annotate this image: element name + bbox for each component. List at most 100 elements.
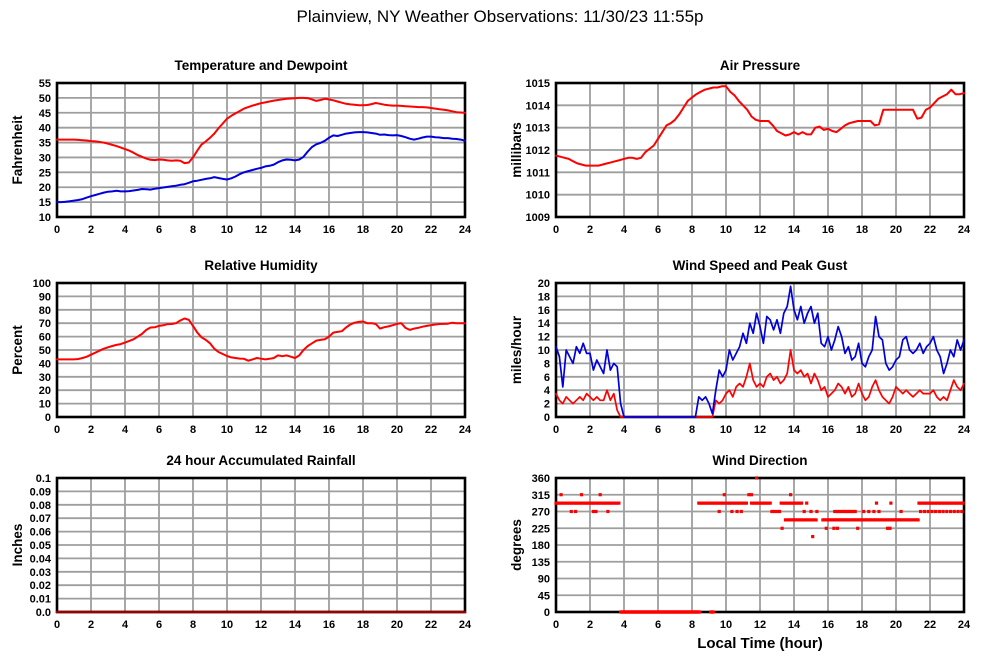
x-tick-label: 22: [924, 224, 936, 236]
x-tick-label: 10: [221, 224, 233, 236]
grid-lines: [56, 477, 466, 613]
chart-wind-speed-gust: Wind Speed and Peak Gust miles/hour 0 2 4 6 8 1…: [507, 252, 997, 452]
y-tick-label: 0.04: [30, 553, 52, 565]
series-temperature: [56, 96, 466, 165]
chart-title: Air Pressure: [720, 58, 801, 73]
chart-title: Wind Speed and Peak Gust: [673, 258, 848, 273]
y-tick-label: 40: [39, 123, 51, 135]
x-tick-label: 8: [689, 619, 695, 631]
x-tick-label: 14: [289, 424, 302, 436]
x-tick-label: 20: [391, 619, 403, 631]
y-tick-label: 90: [538, 574, 550, 586]
y-tick-label: 0.06: [30, 527, 51, 539]
x-tick-label: 22: [924, 424, 936, 436]
y-tick-label: 4: [544, 385, 551, 397]
x-tick-label: 24: [958, 424, 971, 436]
y-tick-label: 1013: [526, 123, 550, 135]
x-tick-label: 2: [88, 224, 94, 236]
y-tick-label: 18: [538, 291, 550, 303]
y-tick-label: 1015: [526, 78, 550, 90]
y-tick-label: 0.01: [30, 594, 51, 606]
x-tick-label: 0: [54, 619, 60, 631]
x-tick-label: 12: [754, 619, 766, 631]
x-tick-label: 12: [754, 224, 766, 236]
x-tick-label: 4: [122, 424, 129, 436]
x-tick-label: 18: [357, 224, 369, 236]
x-tick-label: 24: [459, 619, 472, 631]
x-tick-label: 10: [720, 424, 732, 436]
plot-border: [554, 281, 966, 419]
x-tick-label: 0: [54, 224, 60, 236]
x-tick-label: 18: [856, 224, 868, 236]
x-tick-label: 10: [221, 424, 233, 436]
y-axis-label: degrees: [509, 519, 524, 571]
x-axis-label: Local Time (hour): [697, 635, 823, 652]
y-tick-label: 40: [39, 358, 51, 370]
y-tick-label: 15: [39, 197, 51, 209]
y-tick-label: 0.02: [30, 580, 51, 592]
plot-border: [55, 281, 467, 419]
y-tick-label: 100: [33, 278, 51, 290]
x-tick-label: 0: [553, 619, 559, 631]
y-tick-label: 2: [544, 399, 550, 411]
x-tick-label: 12: [255, 224, 267, 236]
y-tick-label: 180: [532, 540, 550, 552]
y-tick-label: 20: [39, 182, 51, 194]
y-tick-label: 135: [532, 557, 550, 569]
x-tick-label: 24: [958, 224, 971, 236]
y-tick-label: 80: [39, 305, 51, 317]
x-tick-label: 14: [788, 424, 801, 436]
x-tick-label: 24: [958, 619, 971, 631]
x-tick-label: 18: [856, 619, 868, 631]
grid-lines: [56, 282, 466, 418]
chart-temperature-dewpoint-svg: Temperature and DewpointFahrenheit101520…: [10, 58, 472, 236]
x-tick-label: 6: [655, 224, 661, 236]
y-tick-label: 225: [532, 523, 550, 535]
x-tick-label: 8: [689, 424, 695, 436]
chart-title: Temperature and Dewpoint: [174, 58, 348, 73]
y-axis-label: Fahrenheit: [10, 115, 25, 185]
chart-title: 24 hour Accumulated Rainfall: [166, 453, 355, 468]
x-tick-label: 8: [190, 224, 196, 236]
x-tick-label: 10: [221, 619, 233, 631]
x-tick-label: 4: [122, 619, 129, 631]
x-tick-label: 24: [459, 424, 472, 436]
y-tick-label: 30: [39, 372, 51, 384]
chart-relative-humidity-svg: Relative HumidityPercent0102030405060708…: [10, 258, 472, 436]
x-tick-label: 16: [822, 424, 834, 436]
x-tick-label: 2: [88, 424, 94, 436]
x-tick-label: 8: [190, 424, 196, 436]
x-tick-label: 18: [856, 424, 868, 436]
x-tick-label: 16: [323, 619, 335, 631]
x-tick-label: 10: [720, 619, 732, 631]
x-tick-label: 18: [357, 619, 369, 631]
chart-wind-direction-svg: Wind Directiondegrees0459013518022527031…: [509, 453, 971, 652]
chart-wind-direction: Wind Direction degrees 0 45 90 135 180 225 270 31…: [507, 447, 997, 665]
y-tick-label: 0.05: [30, 540, 51, 552]
x-tick-label: 6: [156, 619, 162, 631]
x-tick-label: 16: [822, 224, 834, 236]
y-tick-label: 0.0: [36, 607, 51, 619]
plot-border: [55, 81, 467, 219]
y-tick-label: 50: [39, 93, 51, 105]
x-tick-label: 8: [689, 224, 695, 236]
x-tick-label: 4: [621, 224, 628, 236]
x-tick-label: 20: [391, 224, 403, 236]
x-tick-label: 2: [587, 224, 593, 236]
y-tick-label: 45: [39, 108, 51, 120]
x-tick-label: 12: [255, 619, 267, 631]
chart-title: Relative Humidity: [204, 258, 318, 273]
y-tick-label: 0.03: [30, 567, 51, 579]
y-tick-label: 45: [538, 590, 550, 602]
x-tick-label: 20: [890, 619, 902, 631]
chart-air-pressure-svg: Air Pressuremillibars1009101010111012101…: [509, 58, 971, 236]
y-tick-label: 10: [39, 212, 51, 224]
chart-air-pressure: Air Pressure millibars 1009 1010 1011 1012 101…: [507, 52, 997, 252]
x-tick-label: 0: [553, 424, 559, 436]
x-tick-label: 20: [890, 424, 902, 436]
x-tick-label: 2: [587, 424, 593, 436]
y-tick-label: 1011: [526, 167, 550, 179]
y-tick-label: 50: [39, 345, 51, 357]
y-tick-label: 35: [39, 138, 51, 150]
y-tick-label: 270: [532, 507, 550, 519]
